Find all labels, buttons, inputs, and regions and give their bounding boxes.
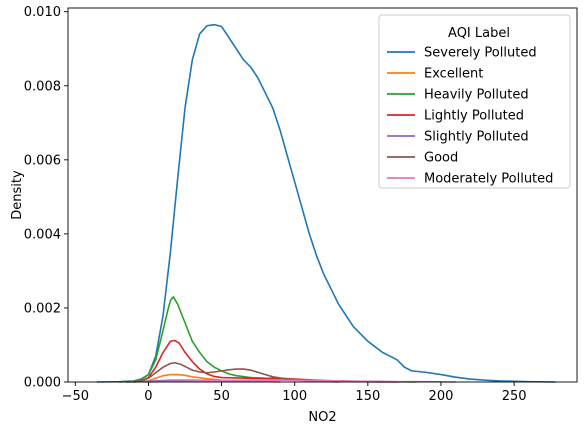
legend-entry-label: Heavily Polluted xyxy=(424,88,529,103)
x-axis-label: NO2 xyxy=(308,410,336,425)
y-tick-label: 0.006 xyxy=(24,153,61,168)
x-tick-label: 100 xyxy=(282,389,307,404)
legend-entry-label: Moderately Polluted xyxy=(424,172,553,187)
legend-title: AQI Label xyxy=(448,26,510,41)
legend-box xyxy=(378,14,571,189)
legend-entry-label: Excellent xyxy=(424,67,483,82)
series-line-1 xyxy=(133,373,281,383)
x-axis-ticks: −50 0 50 100 150 200 250 xyxy=(62,382,527,404)
y-tick-label: 0.000 xyxy=(24,376,61,391)
y-tick-label: 0.010 xyxy=(24,5,61,20)
y-tick-label: 0.004 xyxy=(24,227,61,242)
y-axis-ticks: 0.000 0.002 0.004 0.006 0.008 0.010 xyxy=(24,5,68,391)
axes-frame xyxy=(67,7,578,383)
y-axis-label: Density xyxy=(10,170,25,220)
legend: AQI Label Severely Polluted Excellent Heav… xyxy=(378,14,571,189)
y-tick-label: 0.002 xyxy=(24,301,61,316)
x-tick-label: −50 xyxy=(62,389,89,404)
legend-entry-label: Slightly Polluted xyxy=(424,130,529,145)
y-tick-label: 0.008 xyxy=(24,79,61,94)
series-line-0 xyxy=(96,23,556,383)
x-tick-label: 50 xyxy=(213,389,230,404)
legend-entry-label: Lightly Polluted xyxy=(424,109,524,124)
series-line-5 xyxy=(133,361,340,383)
x-tick-label: 0 xyxy=(144,389,152,404)
x-tick-label: 250 xyxy=(502,389,527,404)
legend-entry-label: Good xyxy=(424,151,458,166)
x-tick-label: 150 xyxy=(355,389,380,404)
x-tick-label: 200 xyxy=(429,389,454,404)
legend-entry-label: Severely Polluted xyxy=(424,46,537,61)
